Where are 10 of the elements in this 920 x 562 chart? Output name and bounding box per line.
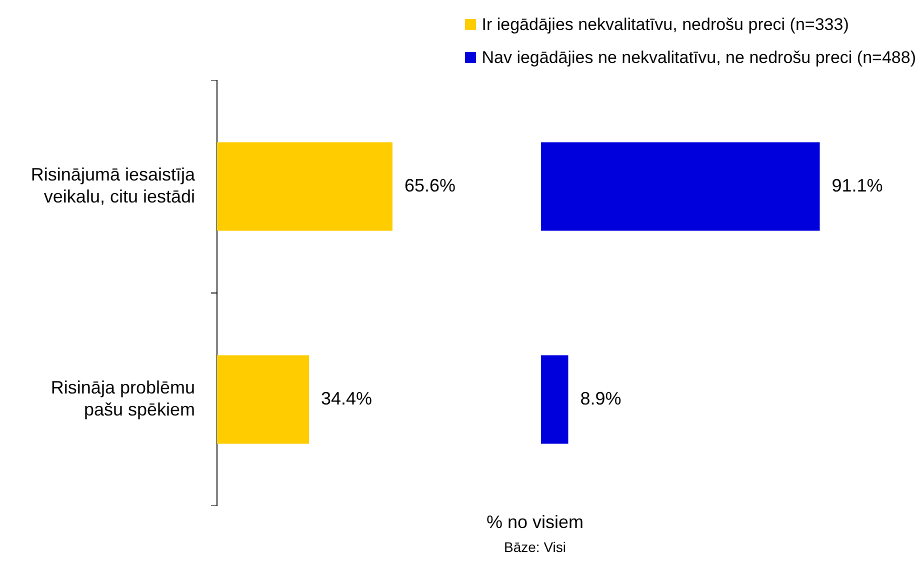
- x-axis-title: % no visiem: [485, 512, 585, 533]
- data-label: 34.4%: [321, 388, 372, 408]
- text: Bāze: Visi: [503, 539, 567, 555]
- y-tick-label: Risinājumā iesaistīja veikalu, citu iestādi: [30, 164, 196, 206]
- data-label: 8.9%: [580, 388, 622, 408]
- data-label: 91.1%: [832, 175, 883, 196]
- data-label: 65.6%: [404, 175, 456, 196]
- legend-label: Nav iegādājies ne nekvalitatīvu, ne nedrošu preci (n=488): [482, 48, 916, 68]
- y-tick-label: Risināja problēmu pašu spēkiem: [50, 378, 195, 420]
- legend-label: Ir iegādājies nekvalitatīvu, nedrošu preci (n=333): [482, 14, 849, 34]
